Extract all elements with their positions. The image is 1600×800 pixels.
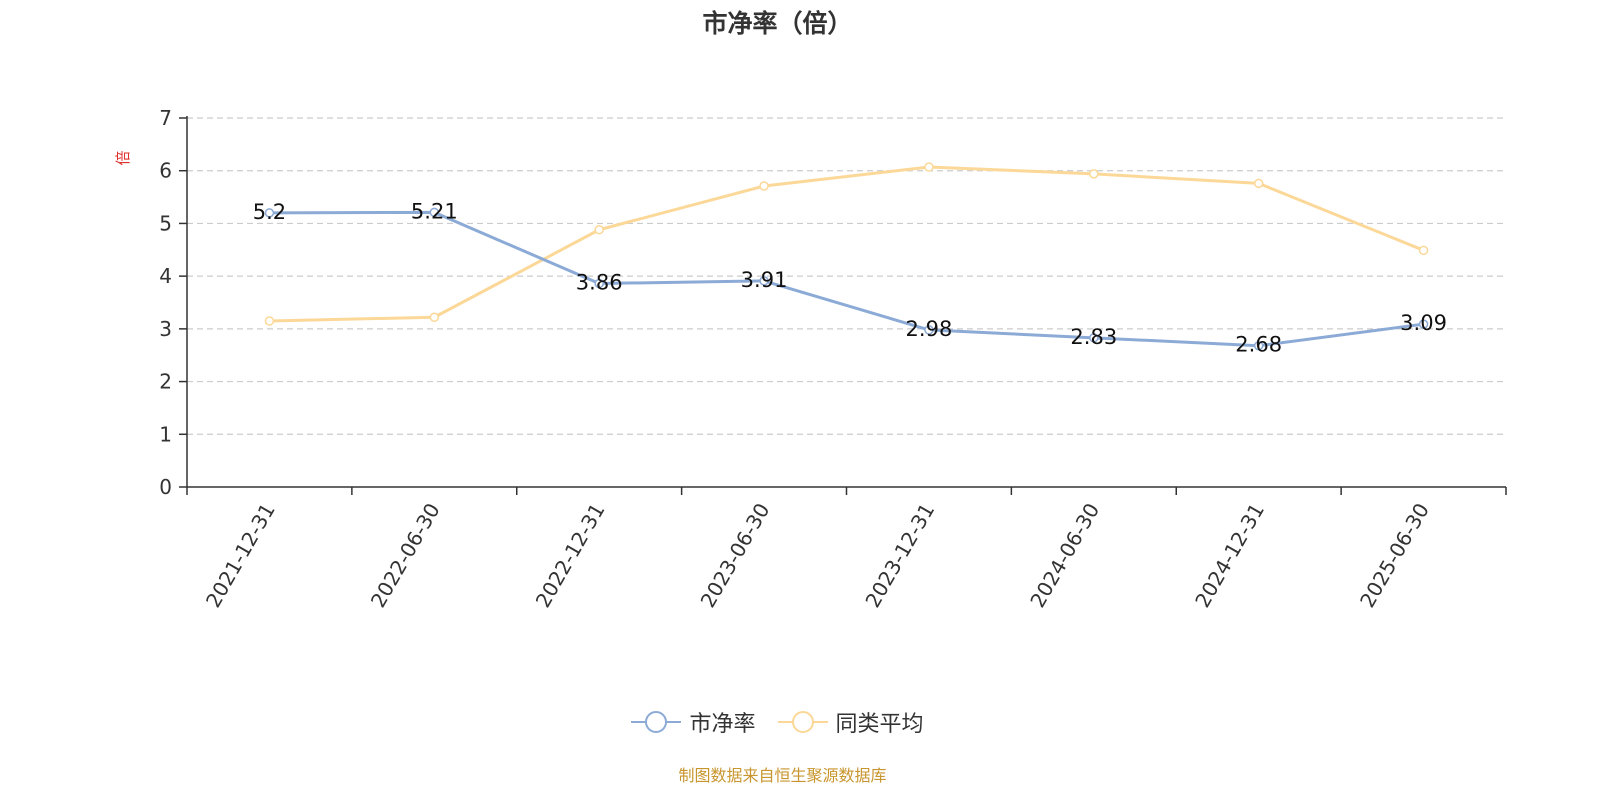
data-label: 3.86 xyxy=(576,271,623,295)
x-tick-label: 2023-06-30 xyxy=(696,499,775,612)
data-point-1 xyxy=(759,181,769,191)
series-line-0 xyxy=(269,210,1424,348)
data-point-0 xyxy=(1418,319,1429,329)
x-tick-label: 2022-06-30 xyxy=(366,499,445,612)
x-tick-label: 2024-06-30 xyxy=(1025,499,1104,612)
y-tick-label: 0 xyxy=(159,475,172,499)
legend: 市净率 同类平均 xyxy=(0,706,1555,738)
data-point-1 xyxy=(594,225,604,235)
data-point-1 xyxy=(429,312,440,323)
x-tick-label: 2025-06-30 xyxy=(1355,499,1434,612)
x-tick-label: 2024-12-31 xyxy=(1190,499,1269,612)
y-tick-label: 1 xyxy=(159,422,172,446)
data-label: 2.83 xyxy=(1070,325,1117,349)
y-tick-label: 7 xyxy=(159,106,172,130)
y-axis-label: 倍 xyxy=(114,150,132,165)
y-tick-label: 4 xyxy=(159,264,172,288)
data-point-0 xyxy=(1253,340,1264,351)
data-label: 2.98 xyxy=(906,317,953,341)
legend-line-circle-icon xyxy=(631,711,682,733)
data-label: 5.21 xyxy=(411,199,458,223)
data-point-1 xyxy=(1253,178,1264,189)
data-point-0 xyxy=(429,207,440,218)
y-tick-label: 6 xyxy=(159,159,172,183)
data-point-0 xyxy=(1089,333,1099,343)
data-point-0 xyxy=(594,278,604,289)
series-line-1 xyxy=(269,165,1425,323)
source-note: 制图数据来自恒生聚源数据库 xyxy=(678,766,887,785)
data-point-0 xyxy=(264,208,275,218)
data-point-1 xyxy=(924,162,934,172)
legend-item-peer-avg[interactable]: 同类平均 xyxy=(777,706,924,738)
legend-label-peer-avg: 同类平均 xyxy=(835,712,924,737)
chart-title: 市净率（倍） xyxy=(702,9,853,38)
data-point-1 xyxy=(1418,245,1429,256)
x-tick-label: 2021-12-31 xyxy=(201,499,280,612)
x-tick-label: 2022-12-31 xyxy=(531,499,610,612)
legend-line-circle-icon xyxy=(777,711,828,733)
data-label: 5.2 xyxy=(253,200,286,224)
data-point-0 xyxy=(924,325,934,335)
data-label: 2.68 xyxy=(1235,333,1282,357)
data-point-0 xyxy=(759,276,769,286)
data-point-1 xyxy=(264,316,275,326)
legend-item-pb[interactable]: 市净率 xyxy=(631,706,756,738)
data-point-1 xyxy=(1089,169,1099,179)
x-tick-label: 2023-12-31 xyxy=(860,499,939,612)
data-label: 3.91 xyxy=(741,268,788,292)
legend-label-pb: 市净率 xyxy=(689,712,756,737)
y-tick-label: 2 xyxy=(159,370,172,394)
data-label: 3.09 xyxy=(1400,311,1447,335)
y-tick-label: 3 xyxy=(159,317,172,341)
y-tick-label: 5 xyxy=(159,211,172,235)
